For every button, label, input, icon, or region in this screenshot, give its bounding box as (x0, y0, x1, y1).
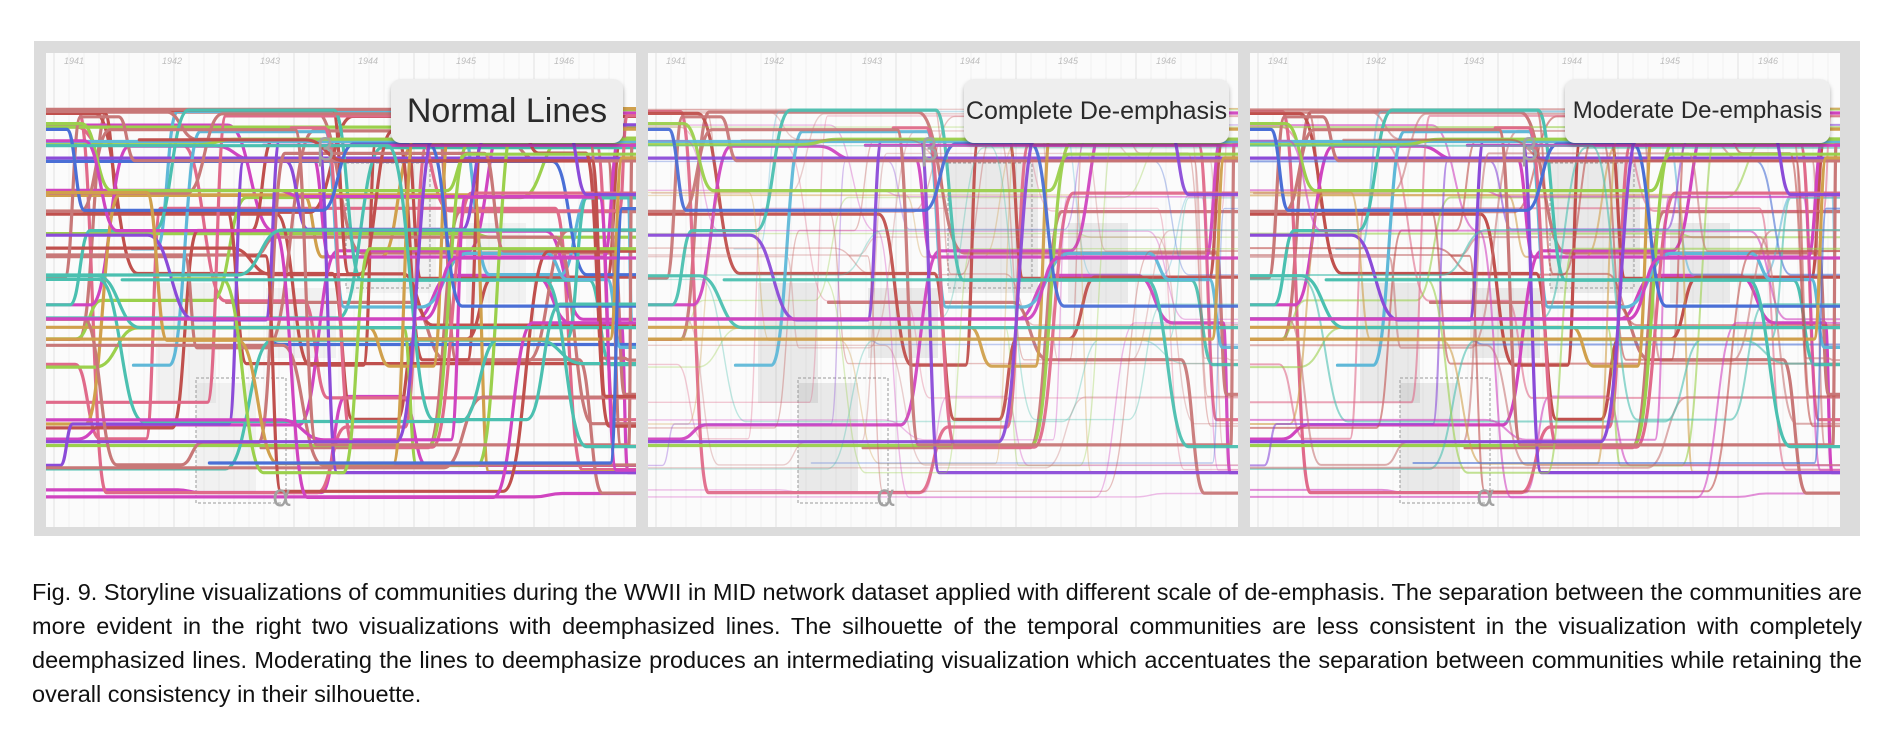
storyline (648, 395, 1238, 494)
storyline (1250, 139, 1840, 499)
alpha-label: α (272, 479, 292, 514)
storyline (810, 207, 1238, 464)
panel-complete-deemphasis: 1941 1942 1943 1944 1945 1946 Complete De-emp… (648, 53, 1238, 527)
storyline (891, 126, 1238, 449)
storyline (246, 249, 636, 493)
storyline (46, 128, 636, 447)
panel-title-complete: Complete De-emphasis (964, 79, 1229, 143)
storyline (648, 256, 1238, 321)
year-tick-label: 1946 (1758, 56, 1778, 66)
year-tick-label: 1945 (1660, 56, 1681, 66)
storyline (648, 115, 1238, 280)
storyline (46, 110, 636, 495)
year-tick-label: 1943 (260, 56, 280, 66)
storyline (207, 207, 636, 465)
beta-label: β (316, 133, 336, 168)
storyline (648, 128, 1238, 447)
year-tick-label: 1946 (554, 56, 574, 66)
storyline (648, 115, 1238, 404)
storyline (1250, 156, 1840, 341)
beta-label: β (1520, 133, 1540, 168)
storyline (648, 197, 1238, 423)
storyline (1250, 396, 1840, 469)
storyline-figure: 1941 1942 1943 1944 1945 1946 Normal Lines β … (34, 41, 1860, 536)
storyline (120, 278, 636, 449)
year-tick-label: 1943 (1464, 56, 1484, 66)
year-tick-label: 1943 (862, 56, 882, 66)
alpha-label: α (876, 479, 896, 514)
storyline (1250, 274, 1840, 330)
storyline (1250, 114, 1840, 404)
year-tick-label: 1941 (666, 56, 686, 66)
community-block (1068, 223, 1128, 303)
year-tick-label: 1945 (1058, 56, 1079, 66)
panel-normal-lines: 1941 1942 1943 1944 1945 1946 Normal Lines β … (46, 53, 636, 527)
panel-moderate-deemphasis: 1941 1942 1943 1944 1945 1946 Moderate De-emp… (1250, 53, 1840, 527)
storyline (648, 140, 1238, 499)
storyline (648, 110, 1238, 495)
storyline (1412, 207, 1840, 464)
storyline (46, 125, 636, 444)
year-tick-label: 1941 (64, 56, 84, 66)
storyline (648, 194, 1238, 473)
storyline (648, 122, 1238, 193)
year-tick-label: 1944 (1562, 56, 1582, 66)
storyline (46, 144, 636, 422)
storyline (648, 339, 1238, 470)
storyline (648, 229, 1238, 276)
storyline (46, 274, 636, 330)
panel-title-moderate: Moderate De-emphasis (1565, 79, 1830, 143)
year-tick-label: 1942 (764, 56, 784, 66)
storyline (1250, 229, 1840, 276)
storyline (740, 139, 1238, 398)
community-block (1400, 383, 1460, 493)
storyline (648, 124, 1238, 320)
storyline (1324, 278, 1840, 449)
storyline (722, 278, 1238, 449)
year-tick-label: 1944 (960, 56, 980, 66)
storyline (1250, 256, 1840, 321)
storyline (1250, 196, 1840, 423)
storyline (46, 114, 636, 404)
year-tick-label: 1941 (1268, 56, 1288, 66)
storyline (46, 395, 636, 470)
storyline (1250, 128, 1840, 447)
storyline (648, 156, 1238, 341)
storyline (648, 125, 1238, 444)
storyline (648, 396, 1238, 469)
panel-title-normal: Normal Lines (391, 79, 623, 143)
year-tick-label: 1946 (1156, 56, 1176, 66)
storyline (849, 250, 1238, 493)
storyline (648, 274, 1238, 330)
storyline (648, 145, 1238, 421)
storyline (46, 256, 636, 321)
storyline (1250, 122, 1840, 193)
storyline (648, 344, 1238, 466)
storyline (46, 139, 636, 499)
year-tick-label: 1944 (358, 56, 378, 66)
storyline (46, 122, 636, 193)
storyline (1250, 144, 1840, 421)
community-block (798, 383, 858, 493)
year-tick-label: 1945 (456, 56, 477, 66)
storyline (137, 138, 636, 399)
community-block (758, 283, 818, 403)
storyline (648, 492, 1238, 498)
storyline (1250, 110, 1840, 495)
storyline (1450, 250, 1840, 493)
storyline (46, 228, 636, 277)
alpha-label: α (1476, 479, 1496, 514)
beta-label: β (920, 133, 940, 168)
storyline-chart-complete: 1941 1942 1943 1944 1945 1946 (648, 53, 1238, 527)
storyline (1250, 125, 1840, 444)
year-tick-label: 1942 (162, 56, 182, 66)
year-tick-label: 1942 (1366, 56, 1386, 66)
storyline (1250, 124, 1840, 321)
figure-caption: Fig. 9. Storyline visualizations of comm… (32, 579, 1862, 707)
storyline (1342, 138, 1840, 398)
